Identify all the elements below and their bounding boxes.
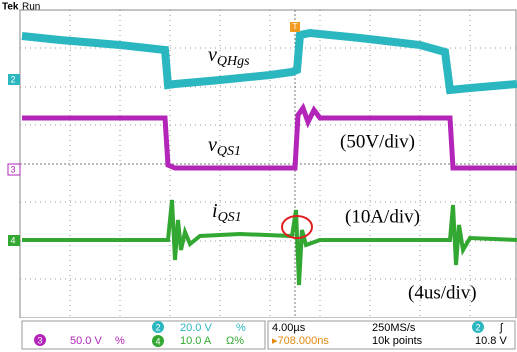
ch-flag: % [236, 322, 246, 334]
label-sub: QS1 [218, 210, 242, 225]
trigger-position: ▸708.000ns [272, 335, 329, 347]
record-length: 10k points [372, 335, 423, 347]
channel-marker: 3 [10, 164, 15, 174]
trigger-marker: T [293, 22, 298, 31]
annotation: (10A/div) [345, 206, 420, 227]
run-state: Run [22, 2, 40, 13]
brand: Tek [2, 2, 19, 13]
ch-scale: 20.0 V [180, 322, 212, 334]
ch-num: 2 [155, 322, 160, 332]
ch-scale: 10.0 A [180, 335, 212, 347]
annotation: (50V/div) [340, 131, 415, 152]
label-main: v [208, 44, 217, 66]
annotation: (4us/div) [408, 282, 477, 303]
sample-rate: 250MS/s [372, 322, 416, 334]
ch-flag: Ω% [226, 335, 244, 347]
scope-screen: Tek Run T 2 3 4 vQHgs vQS1 iQS1 (50V/div… [0, 0, 517, 352]
ch-flag: % [115, 335, 125, 347]
ch-num: 3 [37, 335, 42, 345]
channel-marker: 2 [10, 74, 15, 84]
ch-scale: 50.0 V [70, 335, 102, 347]
status-bar: 3 50.0 V % 2 20.0 V % 4 10.0 A Ω% 4.00µs… [0, 318, 517, 352]
label-sub: QHgs [217, 54, 250, 69]
ch-num: 4 [155, 336, 160, 346]
label-main: v [208, 134, 217, 156]
trigger-channel: 2 [475, 322, 480, 332]
channel-marker: 4 [10, 235, 15, 245]
timebase: 4.00µs [272, 322, 306, 334]
trigger-level: 10.8 V [475, 335, 507, 347]
label-sub: QS1 [217, 144, 241, 159]
